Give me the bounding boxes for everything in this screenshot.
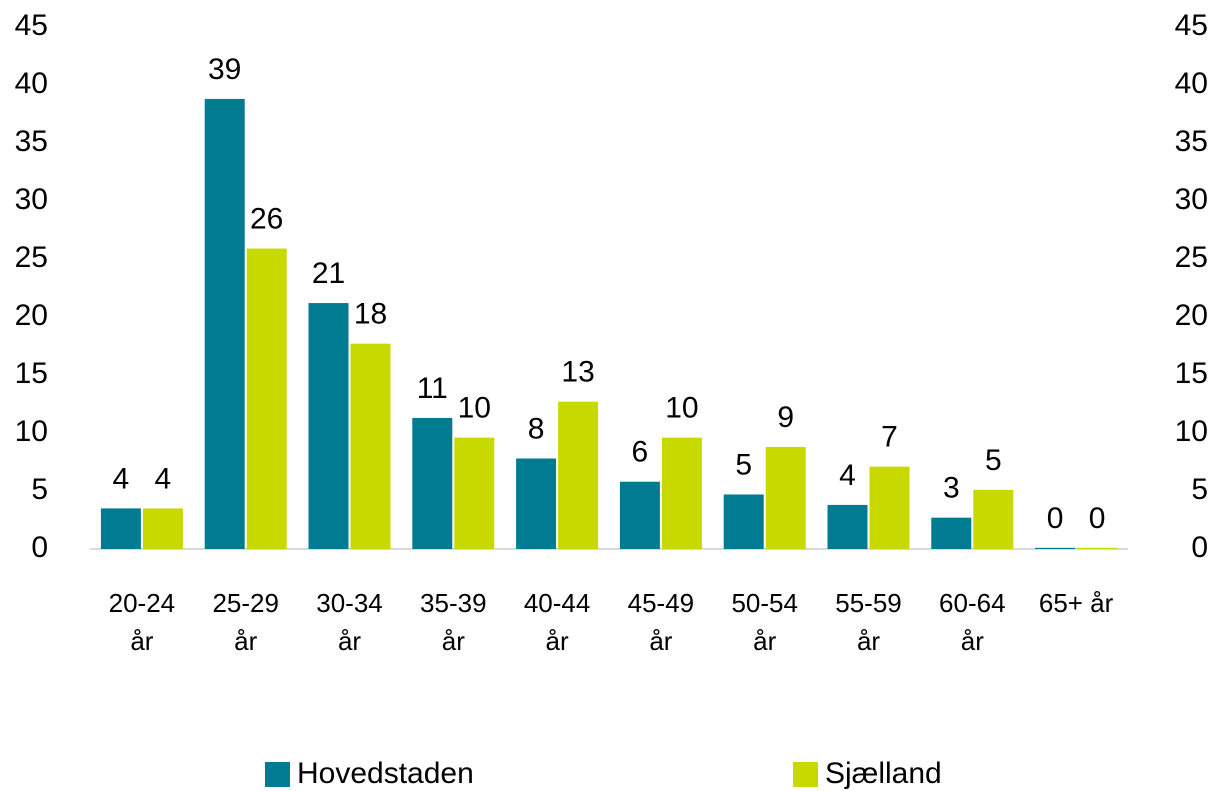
bar (765, 446, 806, 549)
y2-tick-label: 20 (1175, 299, 1208, 332)
bar (973, 489, 1014, 549)
legend-swatch (793, 762, 818, 787)
data-label: 4 (113, 462, 130, 495)
bar (516, 458, 557, 549)
y2-tick-label: 10 (1175, 415, 1208, 448)
y2-tick-label: 5 (1191, 473, 1208, 506)
data-label: 5 (985, 444, 1002, 477)
data-label: 10 (458, 392, 491, 425)
bar (931, 517, 972, 549)
data-label: 21 (312, 257, 345, 290)
data-label: 18 (354, 298, 387, 331)
bar (142, 508, 183, 549)
bar (308, 303, 349, 549)
y-tick-label: 0 (31, 531, 48, 564)
x-tick-label: 50-54 år (731, 588, 798, 656)
y-tick-label: 40 (15, 67, 48, 100)
data-label: 3 (943, 472, 960, 505)
bar (723, 494, 764, 549)
y2-tick-label: 25 (1175, 241, 1208, 274)
y-tick-label: 10 (15, 415, 48, 448)
x-tick-label: 65+ år (1038, 588, 1114, 618)
legend-label: Sjælland (825, 757, 942, 790)
legend-swatch (265, 762, 290, 787)
bar (1035, 547, 1076, 549)
data-label: 11 (417, 372, 448, 405)
y-tick-label: 25 (15, 241, 48, 274)
x-tick-label: 45-49 år (627, 588, 695, 656)
data-label: 13 (561, 356, 594, 389)
y2-tick-label: 0 (1191, 531, 1208, 564)
bar (661, 437, 702, 549)
y2-tick-label: 40 (1175, 67, 1208, 100)
bar (869, 466, 910, 549)
x-tick-label: 35-39 år (420, 588, 487, 656)
bar (558, 401, 599, 549)
legend-label: Hovedstaden (297, 757, 474, 790)
bar (100, 508, 141, 549)
y2-tick-label: 15 (1175, 357, 1208, 390)
x-tick-label: 20-24 år (108, 588, 176, 656)
y2-tick-label: 30 (1175, 183, 1208, 216)
data-label: 0 (1047, 502, 1064, 535)
y-tick-label: 20 (15, 299, 48, 332)
data-label: 7 (881, 421, 898, 454)
x-tick-label: 30-34 år (316, 588, 383, 656)
bar (619, 481, 660, 549)
y2-tick-label: 45 (1175, 9, 1208, 42)
bar (204, 98, 245, 550)
bar (1077, 547, 1118, 549)
x-tick-label: 40-44 år (523, 588, 591, 656)
y-tick-label: 15 (15, 357, 48, 390)
data-label: 9 (777, 401, 794, 434)
x-tick-label: 25-29 år (212, 588, 279, 656)
data-label: 5 (735, 448, 752, 481)
x-tick-label: 60-64 år (939, 588, 1006, 656)
bar (246, 248, 287, 549)
data-label: 0 (1089, 502, 1106, 535)
data-label: 4 (155, 462, 172, 495)
data-label: 8 (528, 412, 545, 445)
data-label: 26 (250, 202, 283, 235)
y-tick-label: 5 (31, 473, 48, 506)
data-label: 4 (839, 459, 856, 492)
y-tick-label: 30 (15, 183, 48, 216)
bar (412, 417, 453, 549)
y-tick-label: 45 (15, 9, 48, 42)
bar (827, 504, 868, 549)
y2-tick-label: 35 (1175, 125, 1208, 158)
x-tick-label: 55-59 år (835, 588, 902, 656)
bar (454, 437, 495, 549)
y-tick-label: 35 (15, 125, 48, 158)
data-label: 10 (665, 392, 698, 425)
data-label: 39 (208, 53, 241, 86)
bar (350, 343, 391, 549)
data-label: 6 (632, 436, 649, 469)
